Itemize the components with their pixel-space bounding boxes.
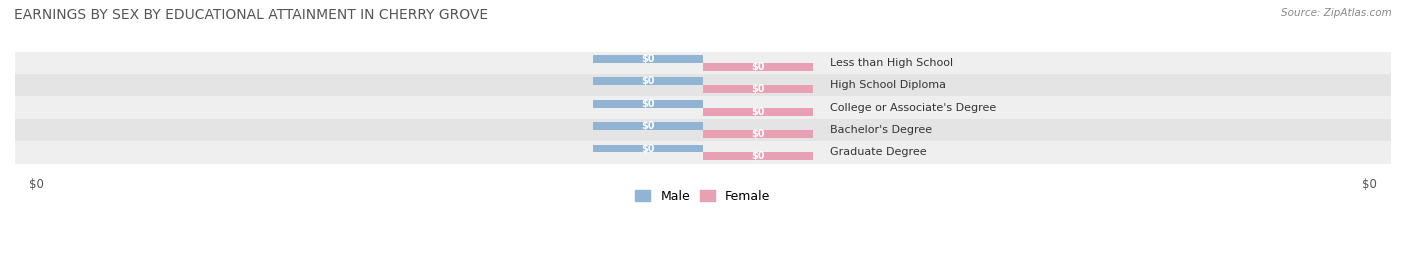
Bar <box>703 63 813 71</box>
Bar <box>703 153 813 160</box>
Text: High School Diploma: High School Diploma <box>830 80 946 90</box>
Text: $0: $0 <box>641 99 655 109</box>
Text: Bachelor's Degree: Bachelor's Degree <box>830 125 932 135</box>
Text: EARNINGS BY SEX BY EDUCATIONAL ATTAINMENT IN CHERRY GROVE: EARNINGS BY SEX BY EDUCATIONAL ATTAINMEN… <box>14 8 488 22</box>
Text: $0: $0 <box>641 54 655 64</box>
Bar <box>0 74 1406 97</box>
Text: Graduate Degree: Graduate Degree <box>830 147 927 157</box>
Bar <box>703 130 813 138</box>
Legend: Male, Female: Male, Female <box>630 185 776 208</box>
Bar <box>593 100 703 108</box>
Text: $0: $0 <box>751 84 765 94</box>
Bar <box>0 52 1406 74</box>
Text: $0: $0 <box>1362 178 1378 191</box>
Text: $0: $0 <box>641 121 655 131</box>
Text: College or Associate's Degree: College or Associate's Degree <box>830 103 995 113</box>
Bar <box>593 77 703 85</box>
Bar <box>0 97 1406 119</box>
Text: Less than High School: Less than High School <box>830 58 953 68</box>
Text: $0: $0 <box>751 107 765 116</box>
Text: $0: $0 <box>641 76 655 86</box>
Bar <box>0 141 1406 164</box>
Bar <box>593 122 703 130</box>
Text: $0: $0 <box>28 178 44 191</box>
Text: $0: $0 <box>751 62 765 72</box>
Bar <box>703 108 813 115</box>
Text: $0: $0 <box>641 144 655 154</box>
Bar <box>0 119 1406 141</box>
Text: $0: $0 <box>751 151 765 161</box>
Bar <box>703 85 813 93</box>
Bar <box>593 145 703 153</box>
Bar <box>593 55 703 63</box>
Text: Source: ZipAtlas.com: Source: ZipAtlas.com <box>1281 8 1392 18</box>
Text: $0: $0 <box>751 129 765 139</box>
